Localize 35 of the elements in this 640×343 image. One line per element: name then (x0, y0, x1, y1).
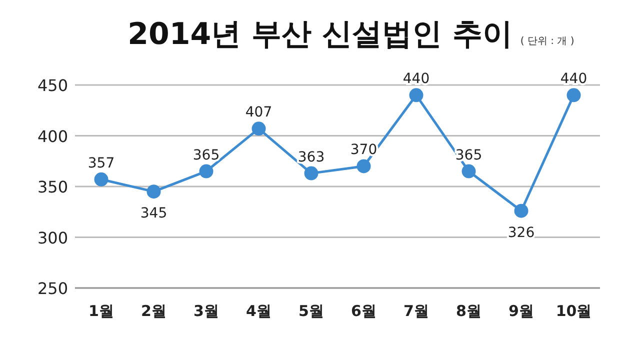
point (146, 184, 161, 199)
point (514, 204, 528, 218)
data-label: 440 (560, 71, 588, 88)
point (409, 88, 424, 102)
x-tick-label: 10월 (556, 302, 592, 320)
data-label: 407 (245, 104, 272, 121)
point (304, 166, 318, 180)
data-label: 440 (402, 71, 430, 88)
x-tick-label: 9월 (508, 302, 534, 320)
x-tick-label: 5월 (298, 302, 324, 320)
y-tick-label: 300 (37, 228, 68, 248)
x-tick-label: 6월 (351, 302, 376, 320)
y-tick-label: 400 (37, 126, 68, 146)
x-tick-label: 1월 (88, 302, 114, 320)
x-tick-label: 2월 (141, 302, 166, 320)
point (462, 164, 476, 178)
point (94, 172, 108, 186)
data-label: 363 (298, 149, 325, 166)
y-tick-label: 250 (37, 279, 68, 298)
y-tick-label: 450 (37, 76, 68, 95)
point (252, 122, 266, 136)
point (566, 88, 581, 102)
point (199, 164, 214, 178)
data-label: 345 (140, 206, 168, 222)
chart-title: 2014년 부산 신설법인 추이 (128, 17, 512, 52)
chart-subtitle: ( 단위 : 개 ) (520, 36, 574, 47)
data-label: 357 (88, 155, 115, 172)
x-tick-label: 8월 (456, 302, 482, 320)
x-tick-label: 3월 (194, 302, 219, 320)
x-tick-label: 4월 (246, 302, 272, 320)
x-tick-label: 7월 (404, 302, 429, 320)
point (356, 159, 371, 174)
data-label: 326 (508, 224, 535, 241)
y-tick-label: 350 (37, 178, 68, 196)
data-label: 365 (192, 147, 220, 164)
